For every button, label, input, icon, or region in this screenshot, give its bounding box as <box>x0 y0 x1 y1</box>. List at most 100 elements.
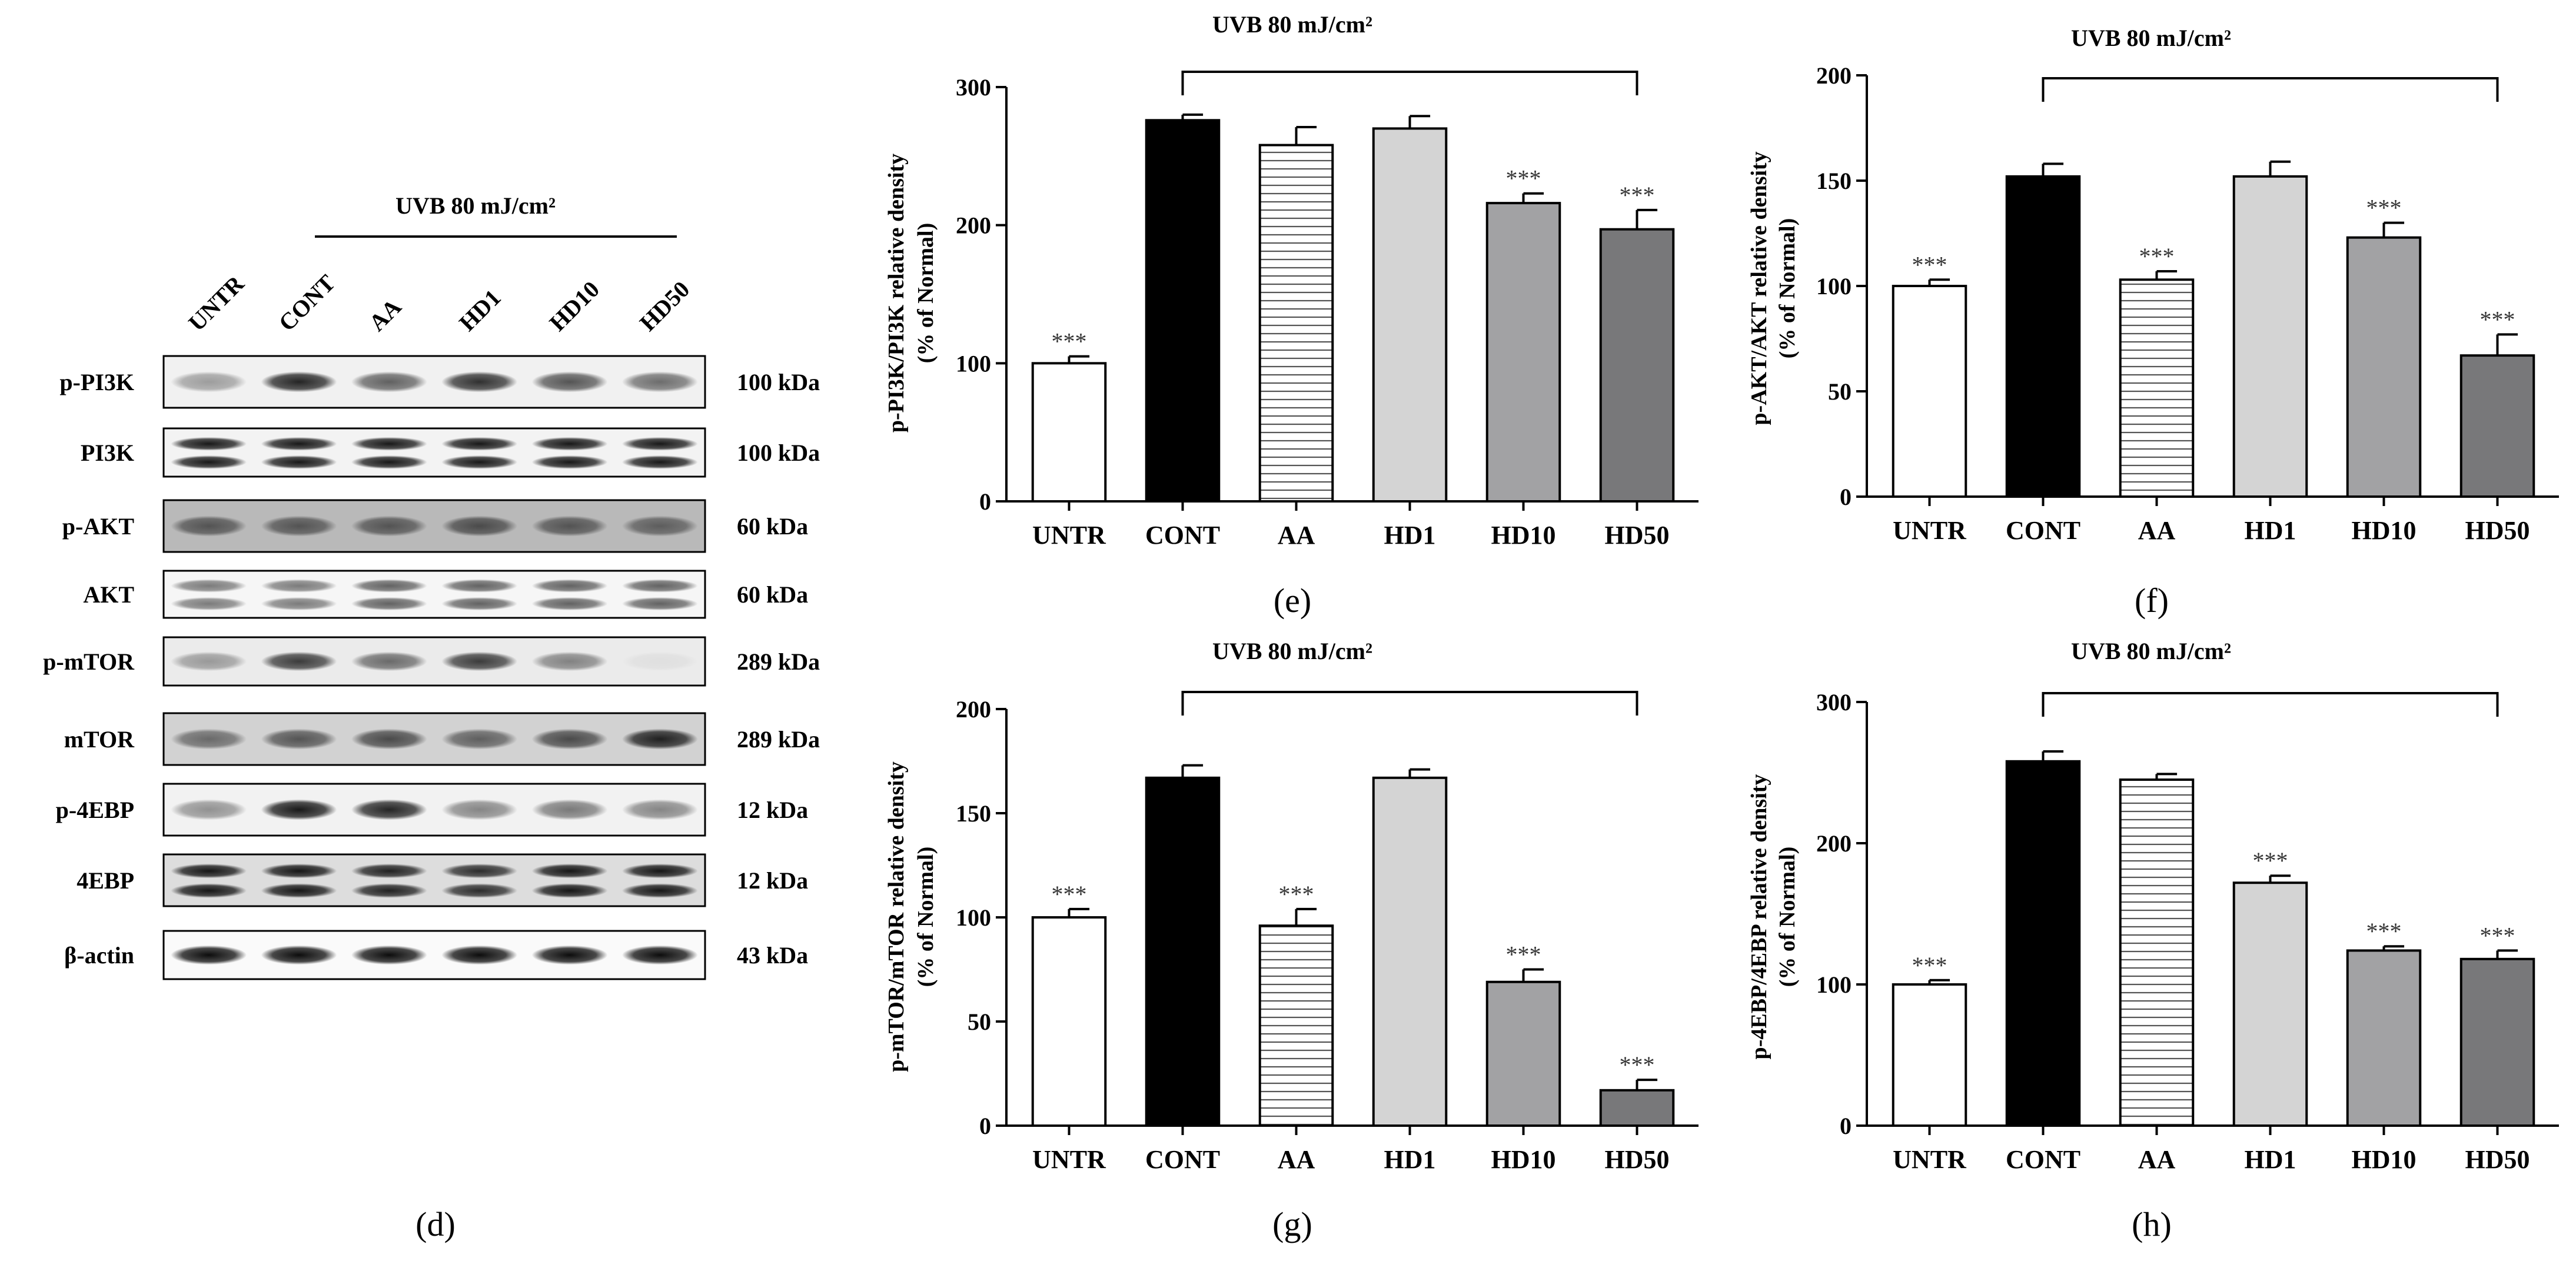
blot-band <box>531 863 608 879</box>
blot-protein-label: mTOR <box>64 726 135 753</box>
blot-band <box>441 597 518 611</box>
y-tick-label: 100 <box>1816 273 1852 300</box>
y-tick-label: 200 <box>956 696 991 723</box>
significance-label: *** <box>1052 881 1087 907</box>
blot-band <box>441 883 518 898</box>
bar <box>2119 778 2195 1127</box>
bar <box>1485 202 1561 503</box>
blot-band <box>171 883 247 898</box>
blot-size-label: 12 kDa <box>737 867 808 894</box>
blot-band <box>261 597 337 611</box>
blot-band <box>351 455 427 469</box>
blot-band <box>171 651 247 671</box>
y-tick-label: 200 <box>1816 830 1852 857</box>
significance-label: *** <box>1620 182 1655 208</box>
blot-band <box>621 597 698 611</box>
significance-label: *** <box>2139 243 2175 269</box>
blot-band <box>171 863 247 879</box>
blot-band <box>531 799 608 820</box>
blot-lane-label: AA <box>364 294 407 337</box>
blot-rows: p-PI3K 100 kDa PI3K 100 kDa p-AKT 60 kDa AKT 60… <box>43 355 820 980</box>
y-tick-label: 200 <box>956 212 991 239</box>
blot-lane-label: UNTR <box>183 270 250 337</box>
blot-band <box>441 371 518 392</box>
chart-title: UVB 80 mJ/cm² <box>2071 25 2231 51</box>
blot-size-label: 289 kDa <box>737 648 820 675</box>
y-tick-label: 300 <box>1816 689 1852 716</box>
blot-lane-label: HD1 <box>454 284 506 336</box>
x-tick-label: AA <box>1278 521 1315 550</box>
bar <box>1145 776 1221 1127</box>
chart-h: UVB 80 mJ/cm² p-4EBP/4EBP relative densi… <box>1747 638 2559 1243</box>
y-tick-label: 0 <box>1840 1113 1852 1139</box>
blot-protein-label: β-actin <box>64 942 134 969</box>
blot-band <box>261 651 337 671</box>
blot-band <box>261 579 337 593</box>
blot-band <box>351 437 427 451</box>
x-tick-label: CONT <box>1145 1145 1220 1174</box>
bar <box>2459 354 2535 498</box>
x-tick-label: UNTR <box>1032 521 1106 550</box>
x-tick-label: HD1 <box>2245 516 2296 545</box>
blot-membrane <box>162 570 706 619</box>
significance-label: *** <box>1506 941 1541 968</box>
blot-band <box>171 945 247 965</box>
blot-protein-label: p-mTOR <box>43 648 135 675</box>
blot-band <box>171 799 247 820</box>
chart-title: UVB 80 mJ/cm² <box>1212 11 1372 38</box>
blot-band <box>441 455 518 469</box>
blot-band <box>351 579 427 593</box>
chart-ylabel-units: (% of Normal) <box>1775 847 1800 987</box>
chart-ylabel: p-PI3K/PI3K relative density <box>884 154 909 432</box>
bar <box>1258 924 1334 1127</box>
x-tick-label: AA <box>1278 1145 1315 1174</box>
blot-band <box>441 651 518 671</box>
y-tick-label: 0 <box>1840 484 1852 510</box>
bar <box>1599 1089 1675 1127</box>
blot-membrane <box>162 930 706 980</box>
blot-band <box>171 728 247 750</box>
blot-band <box>621 371 698 392</box>
x-tick-label: HD1 <box>1384 1145 1436 1174</box>
chart-title: UVB 80 mJ/cm² <box>1212 638 1372 664</box>
blot-band <box>531 515 608 537</box>
blot-band <box>351 515 427 537</box>
blot-membrane <box>162 499 706 553</box>
bar <box>2232 175 2308 498</box>
blot-band <box>621 883 698 898</box>
x-tick-label: HD50 <box>1605 1145 1670 1174</box>
blot-band <box>621 728 698 750</box>
blot-band <box>171 597 247 611</box>
panel-label-e: (e) <box>1274 581 1311 620</box>
bar <box>2232 881 2308 1127</box>
treatment-bracket <box>1181 691 1638 716</box>
significance-label: *** <box>1506 165 1541 192</box>
significance-label: *** <box>1620 1052 1655 1078</box>
bar <box>2119 278 2195 498</box>
x-tick-label: AA <box>2138 516 2176 545</box>
x-tick-label: HD10 <box>1491 1145 1556 1174</box>
y-tick-label: 0 <box>979 488 991 515</box>
blot-protein-label: p-4EBP <box>56 797 134 823</box>
bar <box>2346 236 2422 498</box>
western-blot-panel: UVB 80 mJ/cm² UNTR CONT AA HD1 HD10 HD50 p-PI… <box>43 192 820 1243</box>
blot-band <box>621 437 698 451</box>
y-tick-label: 150 <box>1816 168 1852 194</box>
chart-ylabel: p-mTOR/mTOR relative density <box>884 761 909 1072</box>
blot-band <box>171 579 247 593</box>
x-tick-label: HD1 <box>2245 1145 2296 1174</box>
significance-label: *** <box>2366 918 2402 944</box>
blot-size-label: 289 kDa <box>737 726 820 753</box>
y-tick-label: 100 <box>956 350 991 377</box>
x-tick-label: UNTR <box>1893 1145 1967 1174</box>
bar <box>1372 776 1448 1127</box>
blot-band <box>351 651 427 671</box>
chart-ylabel: p-4EBP/4EBP relative density <box>1747 774 1771 1060</box>
chart-ylabel-units: (% of Normal) <box>913 847 938 987</box>
blot-band <box>621 863 698 879</box>
blot-band <box>261 437 337 451</box>
blot-lane-labels: UNTR CONT AA HD1 HD10 HD50 <box>183 269 694 337</box>
blot-band <box>351 371 427 392</box>
blot-size-label: 100 kDa <box>737 440 820 466</box>
blot-protein-label: p-AKT <box>62 513 135 540</box>
